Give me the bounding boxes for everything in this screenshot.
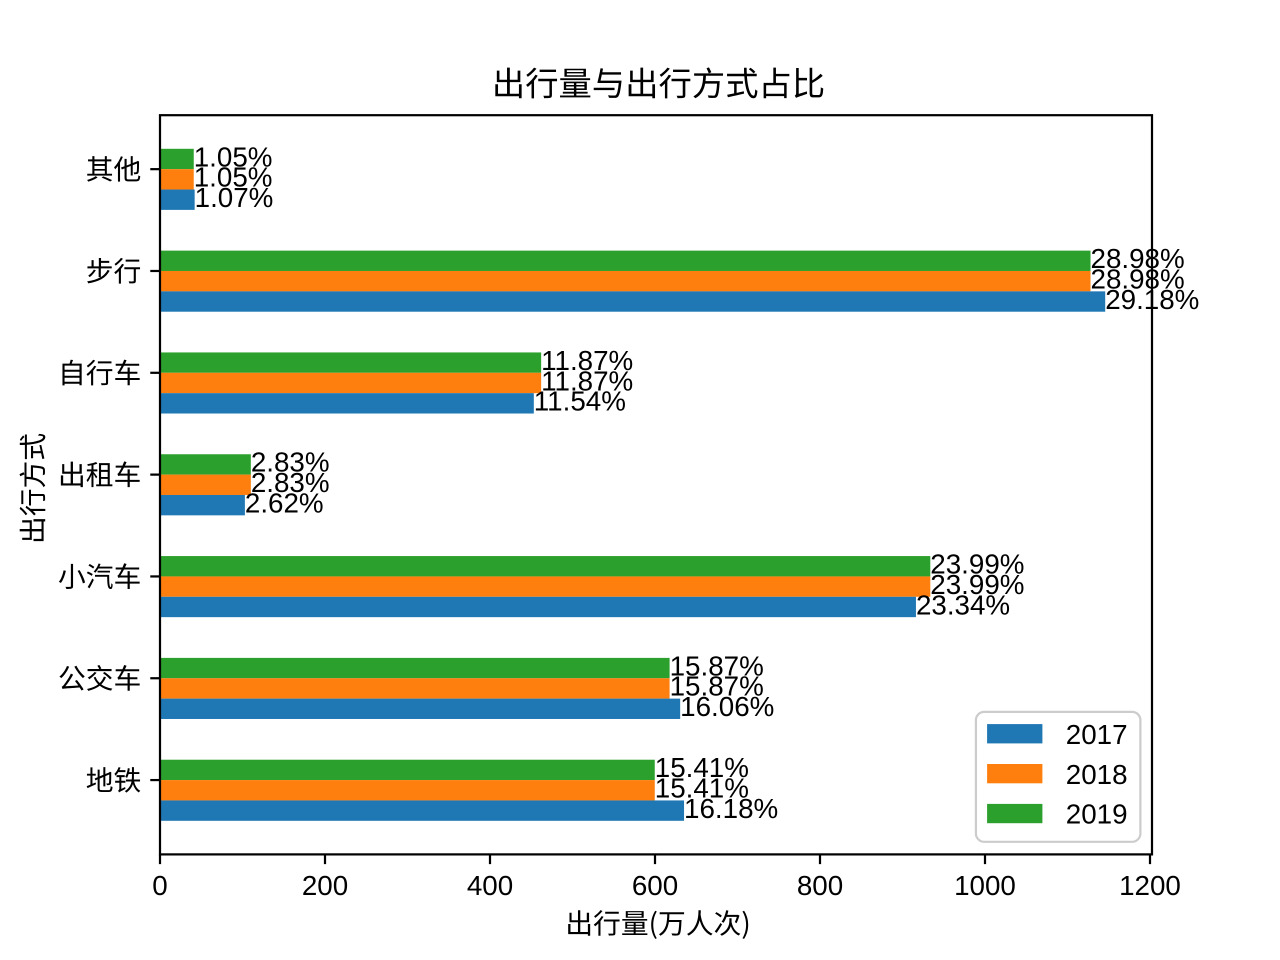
svg-text:15.87%: 15.87% xyxy=(670,671,764,702)
svg-text:16.18%: 16.18% xyxy=(684,793,778,824)
svg-text:600: 600 xyxy=(632,870,678,901)
svg-text:2.62%: 2.62% xyxy=(245,487,324,518)
svg-text:23.99%: 23.99% xyxy=(930,549,1024,580)
svg-text:800: 800 xyxy=(797,870,843,901)
svg-text:23.34%: 23.34% xyxy=(916,589,1010,620)
svg-text:0: 0 xyxy=(152,870,167,901)
svg-text:1.05%: 1.05% xyxy=(194,162,273,193)
svg-text:15.41%: 15.41% xyxy=(655,752,749,783)
svg-text:16.06%: 16.06% xyxy=(680,691,774,722)
svg-text:28.98%: 28.98% xyxy=(1091,243,1185,274)
svg-text:11.87%: 11.87% xyxy=(541,365,633,396)
svg-text:23.99%: 23.99% xyxy=(930,569,1024,600)
svg-text:1.07%: 1.07% xyxy=(195,182,274,213)
svg-text:15.41%: 15.41% xyxy=(655,773,749,804)
svg-text:11.87%: 11.87% xyxy=(541,345,633,376)
svg-text:2.83%: 2.83% xyxy=(251,467,330,498)
svg-text:28.98%: 28.98% xyxy=(1091,263,1185,294)
svg-text:400: 400 xyxy=(467,870,513,901)
svg-text:2018: 2018 xyxy=(1066,759,1128,790)
svg-text:11.54%: 11.54% xyxy=(534,386,626,417)
svg-text:2017: 2017 xyxy=(1066,719,1128,750)
svg-text:200: 200 xyxy=(302,870,348,901)
svg-text:1.05%: 1.05% xyxy=(194,141,273,172)
svg-text:15.87%: 15.87% xyxy=(670,650,764,681)
svg-text:2.83%: 2.83% xyxy=(251,447,330,478)
svg-text:2019: 2019 xyxy=(1066,799,1128,830)
svg-text:1200: 1200 xyxy=(1119,870,1181,901)
svg-text:1000: 1000 xyxy=(954,870,1016,901)
